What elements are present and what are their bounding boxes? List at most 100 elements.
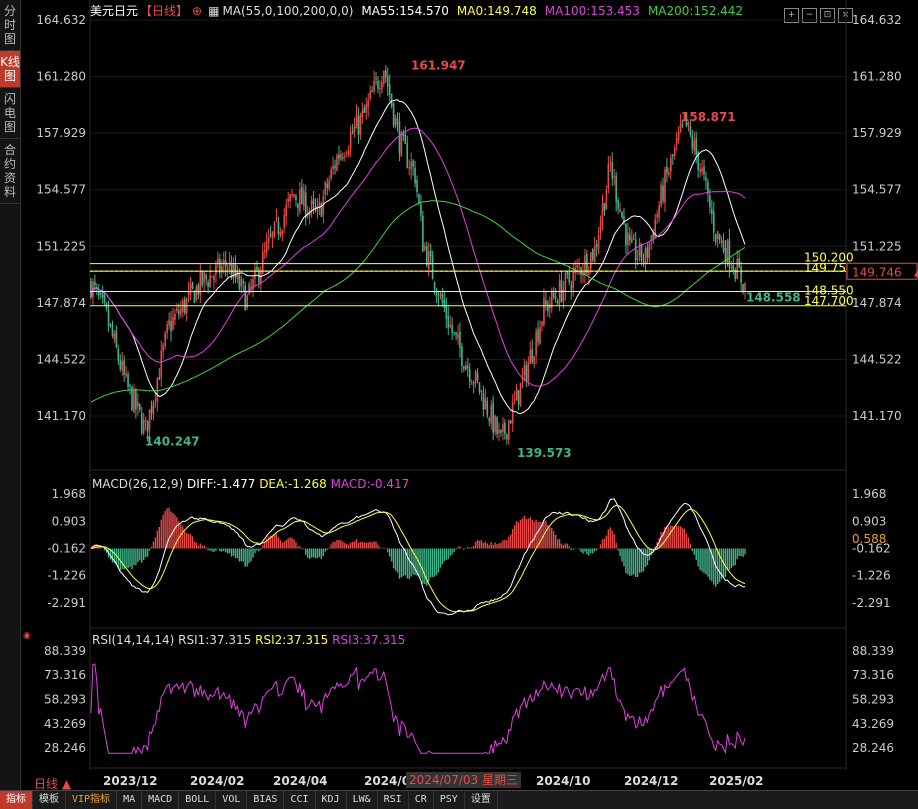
macd-y-tick-left: -1.226 <box>47 569 86 583</box>
settings-icon[interactable]: ⊕ <box>192 4 203 18</box>
tab-contract-info[interactable]: 合约资料 <box>0 139 20 204</box>
candle-body <box>636 257 639 261</box>
rsi-marker-icon[interactable]: ◉ <box>23 631 31 641</box>
candle-body <box>466 365 469 369</box>
candle-body <box>193 290 196 304</box>
candle-body <box>322 196 325 215</box>
tab-lw[interactable]: LW& <box>347 791 378 809</box>
cursor-date-label: 2024/07/03 星期三 <box>406 772 521 788</box>
tab-timeshare[interactable]: 分时图 <box>0 0 20 51</box>
tab-indicators[interactable]: 指标 <box>0 791 33 809</box>
candle-body <box>342 157 344 159</box>
candle-body <box>328 180 330 189</box>
candle-body <box>463 366 465 369</box>
candle-body <box>531 349 534 363</box>
main-y-tick-left: 161.280 <box>36 70 86 84</box>
candle-body <box>347 149 350 156</box>
candle-body <box>457 334 459 339</box>
tab-kdj[interactable]: KDJ <box>316 791 347 809</box>
candle-body <box>547 303 549 312</box>
candle-body <box>351 130 354 134</box>
candle-body <box>449 324 452 327</box>
candle-body <box>242 281 245 284</box>
candle-body <box>498 429 500 434</box>
candle-body <box>511 402 514 424</box>
x-axis-label: 2024/04 <box>273 774 328 788</box>
ma200-line <box>90 200 746 403</box>
candle-body <box>627 232 629 245</box>
macd-y-tick-left: -2.291 <box>47 596 86 610</box>
tab-ma[interactable]: MA <box>117 791 143 809</box>
main-y-tick-left: 157.929 <box>36 126 86 140</box>
tab-bias[interactable]: BIAS <box>247 791 285 809</box>
tab-cci[interactable]: CCI <box>284 791 316 809</box>
x-axis-label: 2023/12 <box>103 774 158 788</box>
tab-settings[interactable]: 设置 <box>465 791 498 809</box>
macd-y-tick-left: -0.162 <box>47 542 86 556</box>
candle-body <box>297 203 299 209</box>
candle-body <box>718 234 721 240</box>
tab-rsi[interactable]: RSI <box>378 791 409 809</box>
candle-body <box>455 332 457 335</box>
candle-body <box>172 317 174 330</box>
period-label[interactable]: 【日线】 <box>140 4 189 18</box>
candle-body <box>400 132 403 157</box>
main-y-tick-right: 164.632 <box>852 13 902 27</box>
candle-body <box>500 429 502 433</box>
tab-vip-indicators[interactable]: VIP指标 <box>66 791 118 809</box>
main-y-tick-right: 147.874 <box>852 296 902 310</box>
candle-body <box>384 70 387 78</box>
tab-kline[interactable]: K线图 <box>0 51 20 88</box>
macd-y-tick-left: 0.903 <box>52 514 86 528</box>
high-annotation: 158.871 <box>681 110 736 124</box>
candle-body <box>588 270 590 275</box>
tab-psy[interactable]: PSY <box>434 791 465 809</box>
candle-body <box>406 143 409 168</box>
candle-body <box>291 194 293 196</box>
rsi-legend: RSI(14,14,14) RSI1:37.315 RSI2:37.315 RS… <box>92 633 405 647</box>
candle-body <box>416 180 418 192</box>
fit-icon[interactable]: ⊡ <box>820 8 835 23</box>
candle-body <box>494 415 496 432</box>
ma55-line <box>90 99 746 415</box>
candle-body <box>205 275 207 280</box>
candle-body <box>424 246 426 250</box>
candle-body <box>217 258 219 263</box>
tab-flash[interactable]: 闪电图 <box>0 88 20 139</box>
candle-body <box>607 163 610 189</box>
tab-macd[interactable]: MACD <box>142 791 180 809</box>
candle-body <box>383 71 385 84</box>
candle-body <box>422 215 424 252</box>
candle-body <box>664 169 666 203</box>
candle-body <box>392 103 395 126</box>
zoom-in-icon[interactable]: + <box>784 8 799 23</box>
candle-body <box>135 389 137 410</box>
candle-body <box>468 368 471 382</box>
candle-body <box>320 203 323 217</box>
candle-body <box>683 112 686 120</box>
candle-body <box>578 266 580 268</box>
tab-template[interactable]: 模板 <box>33 791 66 809</box>
rsi1-value: RSI1:37.315 <box>178 633 252 647</box>
grid-icon[interactable]: ▦ <box>208 4 220 18</box>
candle-body <box>482 392 485 410</box>
period-selector[interactable]: 日线 ▲ <box>34 777 72 791</box>
candle-body <box>502 424 504 432</box>
zoom-out-icon[interactable]: − <box>802 8 817 23</box>
candle-body <box>742 284 744 293</box>
rsi-y-tick-right: 88.339 <box>852 644 894 658</box>
candle-body <box>332 165 334 170</box>
candle-body <box>705 177 707 181</box>
candle-body <box>603 203 606 211</box>
candle-body <box>103 294 106 303</box>
tab-boll[interactable]: BOLL <box>179 791 217 809</box>
macd-value-text: 0.588 <box>852 532 886 546</box>
x-axis-label: 2024/10 <box>536 774 591 788</box>
tab-cr[interactable]: CR <box>409 791 434 809</box>
x-axis-label: 2024/12 <box>624 774 679 788</box>
tab-vol[interactable]: VOL <box>216 791 248 809</box>
macd-y-tick-right: -1.226 <box>852 569 891 583</box>
candlestick-series <box>90 65 746 445</box>
